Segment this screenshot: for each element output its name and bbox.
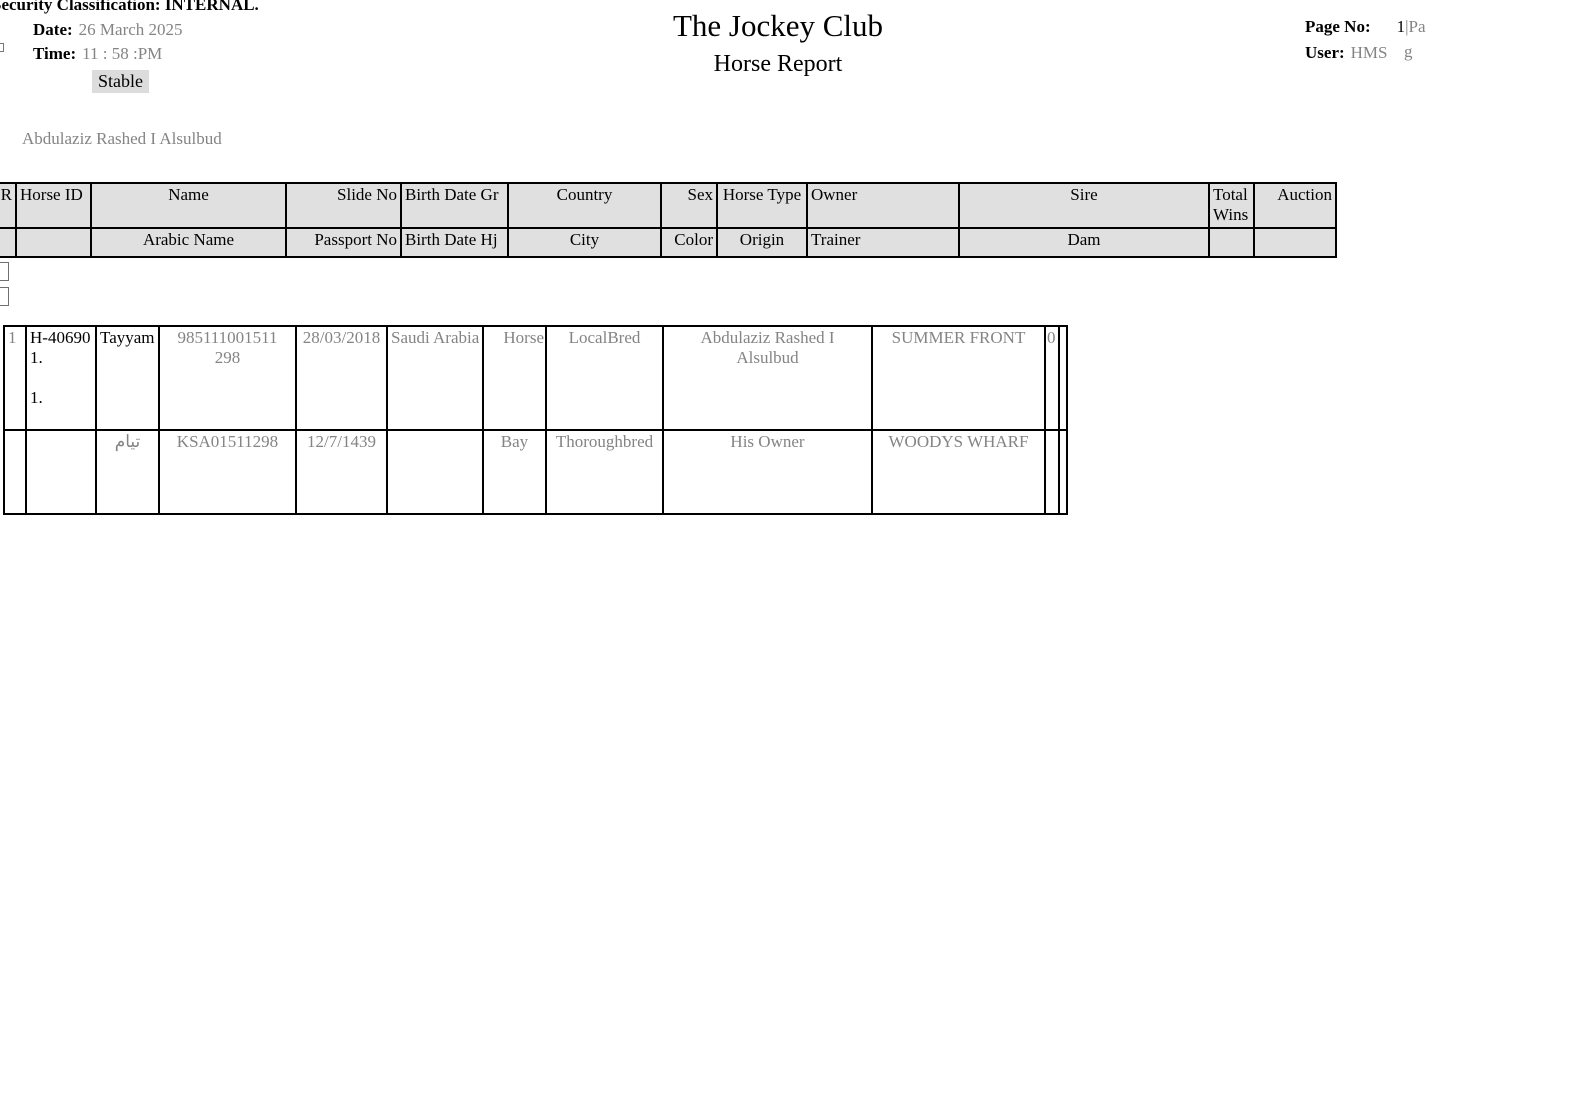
col-slide-no: Slide No — [285, 182, 402, 229]
page-no-overflow: g — [1404, 42, 1413, 61]
cell-total-wins-sub — [1044, 429, 1060, 515]
user-value: HMS — [1350, 43, 1388, 62]
cell-auction — [1058, 325, 1068, 431]
stable-owner-name: Abdulaziz Rashed I Alsulbud — [22, 129, 222, 148]
col-owner: Owner — [806, 182, 960, 229]
time-label: Time: — [33, 44, 77, 63]
cell-horse-id-sub — [25, 429, 97, 515]
cell-sr: 1 — [3, 325, 27, 431]
col-arabic-name: Arabic Name — [90, 227, 287, 258]
stable-tag: Stable — [92, 70, 149, 93]
header-row-2: Arabic Name Passport No Birth Date Hj Ci… — [0, 227, 1337, 258]
col-total-wins: Total Wins — [1208, 182, 1255, 229]
col-origin: Origin — [716, 227, 808, 258]
cell-arabic-name: تيام — [95, 429, 160, 515]
cell-city — [386, 429, 484, 515]
horse-row-secondary: تيام KSA01511298 12/7/1439 Bay Thoroughb… — [3, 429, 1068, 515]
col-horse-type: Horse Type — [716, 182, 808, 229]
page-subtitle: Horse Report — [713, 51, 843, 77]
cut-checkbox-icon — [0, 287, 9, 306]
col-horse-id-sub — [15, 227, 92, 258]
page-no-number: 1 — [1396, 17, 1406, 36]
col-city: City — [507, 227, 662, 258]
date-label: Date: — [33, 20, 73, 39]
cell-color: Bay — [482, 429, 547, 515]
page-no-label: Page No: — [1305, 17, 1371, 36]
cell-sr-sub — [3, 429, 27, 515]
col-sex: Sex — [660, 182, 718, 229]
time-value: 11 : 58 :PM — [82, 44, 163, 63]
col-auction-sub — [1253, 227, 1337, 258]
col-sire: Sire — [958, 182, 1210, 229]
cut-checkbox-icon — [0, 262, 9, 281]
col-birth-date-hj: Birth Date Hj — [400, 227, 509, 258]
cell-birth-date-hj: 12/7/1439 — [295, 429, 388, 515]
cell-dam: WOODYS WHARF — [871, 429, 1046, 515]
header-row-1: SR Horse ID Name Slide No Birth Date Gr … — [0, 182, 1337, 229]
col-horse-id: Horse ID — [15, 182, 92, 229]
cell-trainer: His Owner — [662, 429, 873, 515]
col-birth-date-gr: Birth Date Gr — [400, 182, 509, 229]
col-dam: Dam — [958, 227, 1210, 258]
security-classification: Security Classification: INTERNAL. — [0, 0, 259, 14]
col-auction: Auction — [1253, 182, 1337, 229]
cell-owner-text: Abdulaziz Rashed I Alsulbud — [700, 328, 835, 367]
cell-total-wins: 0 — [1044, 325, 1060, 431]
page-no-line: Page No: 1|Pa — [1305, 17, 1426, 37]
cell-country: Saudi Arabia — [386, 325, 484, 431]
horse-data-table: 1 H-40690 1. 1. Tayyam 985111001511 298 … — [3, 325, 1068, 515]
page-no-suffix: |Pa — [1405, 17, 1426, 36]
col-sr: SR — [0, 182, 17, 229]
cell-slide-no: 985111001511 298 — [158, 325, 297, 431]
cell-sex: Horse — [482, 325, 547, 431]
col-color: Color — [660, 227, 718, 258]
col-sr-sub — [0, 227, 17, 258]
cut-checkbox-icon — [0, 43, 4, 52]
col-trainer: Trainer — [806, 227, 960, 258]
cell-passport-no: KSA01511298 — [158, 429, 297, 515]
cell-name: Tayyam — [95, 325, 160, 431]
report-header-table: SR Horse ID Name Slide No Birth Date Gr … — [0, 182, 1337, 258]
page-title: The Jockey Club — [672, 8, 884, 43]
user-line: User: HMS — [1305, 43, 1388, 63]
cell-horse-type: LocalBred — [545, 325, 664, 431]
cell-horse-id: H-40690 1. 1. — [25, 325, 97, 431]
cell-auction-sub — [1058, 429, 1068, 515]
cell-sire: SUMMER FRONT — [871, 325, 1046, 431]
cell-owner: Abdulaziz Rashed I Alsulbud — [662, 325, 873, 431]
date-value: 26 March 2025 — [78, 20, 183, 39]
user-label: User: — [1305, 43, 1345, 62]
col-name: Name — [90, 182, 287, 229]
horse-row-main: 1 H-40690 1. 1. Tayyam 985111001511 298 … — [3, 325, 1068, 431]
date-line: Date: 26 March 2025 — [33, 20, 183, 40]
cell-birth-date-gr: 28/03/2018 — [295, 325, 388, 431]
col-passport-no: Passport No — [285, 227, 402, 258]
cell-origin: Thoroughbred — [545, 429, 664, 515]
col-country: Country — [507, 182, 662, 229]
time-line: Time: 11 : 58 :PM — [33, 44, 162, 64]
col-total-wins-sub — [1208, 227, 1255, 258]
